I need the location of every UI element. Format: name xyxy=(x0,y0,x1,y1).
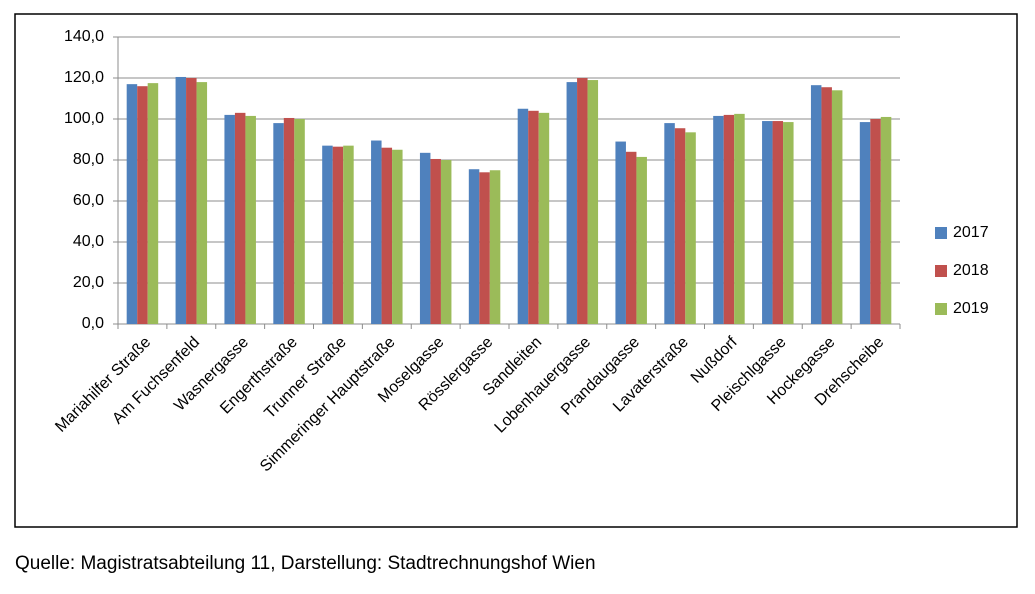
bar xyxy=(821,87,832,324)
bar xyxy=(625,151,637,324)
bar xyxy=(392,149,403,324)
bar xyxy=(440,160,452,324)
y-tick-label: 0,0 xyxy=(82,315,104,332)
source-note: Quelle: Magistratsabteilung 11, Darstell… xyxy=(15,553,596,574)
bar xyxy=(224,114,235,325)
y-tick-label: 40,0 xyxy=(73,233,104,250)
bar xyxy=(234,112,246,324)
bar xyxy=(528,110,539,324)
legend-label: 2019 xyxy=(953,300,989,317)
bar xyxy=(175,76,187,324)
bar xyxy=(674,128,686,324)
y-tick-label: 80,0 xyxy=(73,151,104,168)
bar xyxy=(343,145,354,324)
bar xyxy=(783,122,794,324)
bar xyxy=(147,83,159,324)
legend-label: 2017 xyxy=(953,224,989,241)
bar xyxy=(430,158,441,324)
legend-swatch xyxy=(935,227,947,239)
bar xyxy=(713,115,724,324)
bar xyxy=(479,172,490,324)
bar xyxy=(762,121,773,324)
bar xyxy=(196,82,208,324)
bar xyxy=(636,156,647,324)
bar xyxy=(664,123,675,324)
bar xyxy=(859,122,871,324)
bar xyxy=(831,90,843,324)
bar xyxy=(685,132,696,324)
bar xyxy=(381,147,393,324)
y-tick-label: 140,0 xyxy=(64,28,104,45)
y-tick-label: 20,0 xyxy=(73,274,104,291)
bar xyxy=(322,145,333,324)
bar xyxy=(772,121,784,324)
bar xyxy=(587,80,599,324)
y-tick-label: 60,0 xyxy=(73,192,104,209)
bar xyxy=(332,146,344,324)
bar xyxy=(371,140,382,324)
bar xyxy=(294,119,305,324)
bar xyxy=(577,78,588,324)
bar xyxy=(615,141,626,324)
y-tick-label: 120,0 xyxy=(64,69,104,86)
bar xyxy=(723,114,735,325)
bar xyxy=(517,108,529,324)
bar xyxy=(126,84,138,325)
y-tick-label: 100,0 xyxy=(64,110,104,127)
bar xyxy=(880,116,892,324)
bar xyxy=(734,113,745,324)
bar xyxy=(538,112,550,324)
bar xyxy=(566,82,578,324)
bar xyxy=(870,119,881,324)
legend-label: 2018 xyxy=(953,262,989,279)
bar xyxy=(810,85,822,324)
bar xyxy=(273,123,284,324)
bar xyxy=(419,152,431,324)
legend-swatch xyxy=(935,303,947,315)
legend-swatch xyxy=(935,265,947,277)
bar xyxy=(186,78,197,324)
bar xyxy=(468,169,480,324)
bar xyxy=(245,115,256,324)
bar xyxy=(489,170,501,324)
bar xyxy=(137,86,148,324)
bar xyxy=(283,117,295,324)
